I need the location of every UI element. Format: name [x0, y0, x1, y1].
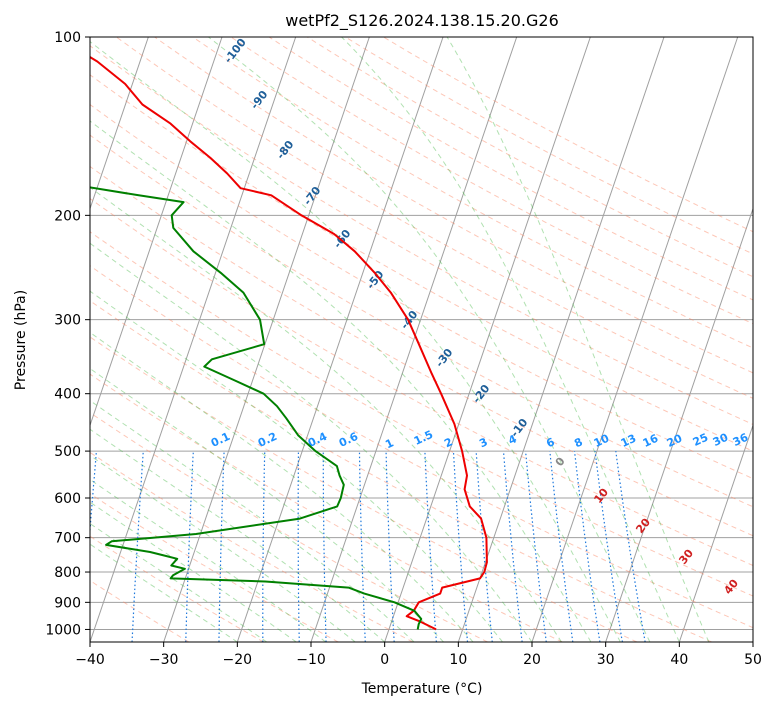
dry-adiabat-line [90, 373, 563, 642]
moist-adiabat-line [90, 290, 503, 642]
isotherm-line [163, 37, 370, 642]
x-tick-label: −40 [75, 652, 105, 668]
moist-adiabat-line [90, 454, 356, 642]
y-tick-label: 900 [54, 595, 81, 611]
isotherm-line [90, 37, 149, 211]
x-tick-label: 40 [670, 652, 688, 668]
moist-adiabat-line [90, 120, 592, 642]
dry-adiabat-line [90, 579, 190, 642]
dry-adiabat-line [90, 300, 712, 642]
dry-adiabat-line [90, 45, 753, 425]
x-tick-label: 10 [449, 652, 467, 668]
dry-adiabat-line [153, 37, 753, 374]
plot-frame [89, 36, 754, 643]
dewpoint-profile-line [90, 186, 423, 630]
y-tick-label: 100 [54, 30, 81, 46]
moist-adiabat-line [90, 478, 326, 642]
mixing-ratio-label: 10 [592, 432, 612, 450]
mixing-ratio-line [594, 451, 623, 642]
isotherm-line [457, 37, 665, 642]
isotherm-line [384, 37, 591, 642]
mixing-ratio-line [475, 451, 493, 642]
moist-adiabat-line [90, 331, 474, 642]
moist-adiabat-line [90, 522, 268, 642]
dry-adiabat-line [90, 103, 753, 480]
x-tick-label: −10 [296, 652, 326, 668]
chart-title: wetPf2_S126.2024.138.15.20.G26 [285, 11, 559, 31]
x-tick-label: 30 [597, 652, 615, 668]
dry-adiabat-line [90, 451, 414, 642]
mixing-ratio-line [615, 451, 646, 642]
dry-adiabat-line [191, 37, 753, 349]
moist-adiabat-line [90, 399, 415, 642]
temperature-profile-line [90, 55, 488, 631]
moist-adiabat-line [340, 37, 680, 642]
isotherm-line [605, 207, 753, 642]
dry-adiabat-line [90, 231, 753, 597]
mixing-ratio-line [525, 451, 547, 642]
mixing-ratio-label: 36 [731, 431, 751, 449]
mixing-ratio-line [549, 451, 574, 642]
y-tick-label: 800 [54, 565, 81, 581]
dry-adiabat-line [90, 535, 264, 642]
y-tick-label: 700 [54, 531, 81, 547]
mixing-ratio-label: 30 [711, 431, 731, 449]
y-tick-label: 600 [54, 491, 81, 507]
axis-layer: −40 −30 −20 −10 0 10 20 30 40 50 100 200 300 400 500 60… [45, 30, 762, 668]
y-tick-label: 500 [54, 444, 81, 460]
moist-adiabat-line [90, 367, 444, 642]
moist-adiabat-line [90, 543, 238, 642]
mixing-ratio-label: 16 [641, 432, 661, 450]
dry-adiabat-line [90, 198, 753, 567]
moist-adiabat-line [90, 428, 386, 642]
y-tick-label: 1000 [45, 622, 81, 638]
moist-adiabat-line [90, 186, 562, 642]
dry-adiabat-line [90, 336, 638, 642]
moist-adiabat-line [207, 37, 651, 642]
mixing-ratio-line [573, 451, 601, 642]
series-layer [90, 55, 488, 631]
x-tick-label: 0 [380, 652, 389, 668]
x-tick-label: 20 [523, 652, 541, 668]
x-tick-label: 50 [744, 652, 762, 668]
x-axis-label: Temperature (°C) [361, 681, 483, 697]
dry-adiabat-line [90, 412, 488, 642]
y-axis-label: Pressure (hPa) [13, 290, 29, 390]
mixing-ratio-label: 20 [665, 432, 685, 450]
mixing-ratio-line [502, 451, 523, 642]
mixing-ratio-label: 25 [691, 431, 710, 449]
y-tick-label: 300 [54, 313, 81, 329]
isotherm-line [678, 423, 753, 642]
mixing-ratio-line [90, 451, 97, 538]
mixing-ratio-label: 13 [619, 432, 638, 450]
isotherm-line [531, 37, 739, 642]
mixing-ratio-line [452, 451, 469, 642]
y-tick-label: 400 [54, 387, 81, 403]
grid-layer [90, 37, 753, 642]
isotherm-line [310, 37, 518, 642]
dry-adiabat-line [268, 37, 753, 301]
dry-adiabat-line [90, 165, 753, 537]
x-tick-label: −30 [149, 652, 179, 668]
x-tick-label: −20 [223, 652, 253, 668]
isotherm-line [236, 37, 444, 642]
y-tick-label: 200 [54, 208, 81, 224]
moist-adiabat-line [446, 37, 710, 642]
moist-adiabat-line [90, 501, 297, 642]
